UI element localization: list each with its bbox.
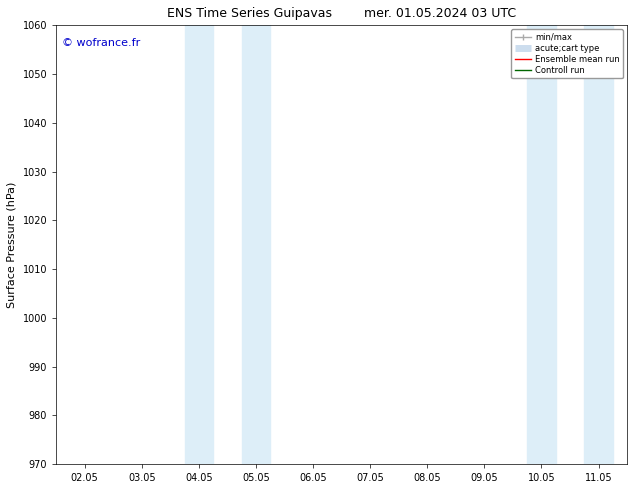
Bar bbox=[527, 25, 555, 464]
Title: ENS Time Series Guipavas        mer. 01.05.2024 03 UTC: ENS Time Series Guipavas mer. 01.05.2024… bbox=[167, 7, 516, 20]
Y-axis label: Surface Pressure (hPa): Surface Pressure (hPa) bbox=[7, 181, 17, 308]
Bar bbox=[242, 25, 270, 464]
Text: © wofrance.fr: © wofrance.fr bbox=[62, 38, 140, 49]
Legend: min/max, acute;cart type, Ensemble mean run, Controll run: min/max, acute;cart type, Ensemble mean … bbox=[512, 29, 623, 78]
Bar bbox=[585, 25, 613, 464]
Bar bbox=[184, 25, 213, 464]
